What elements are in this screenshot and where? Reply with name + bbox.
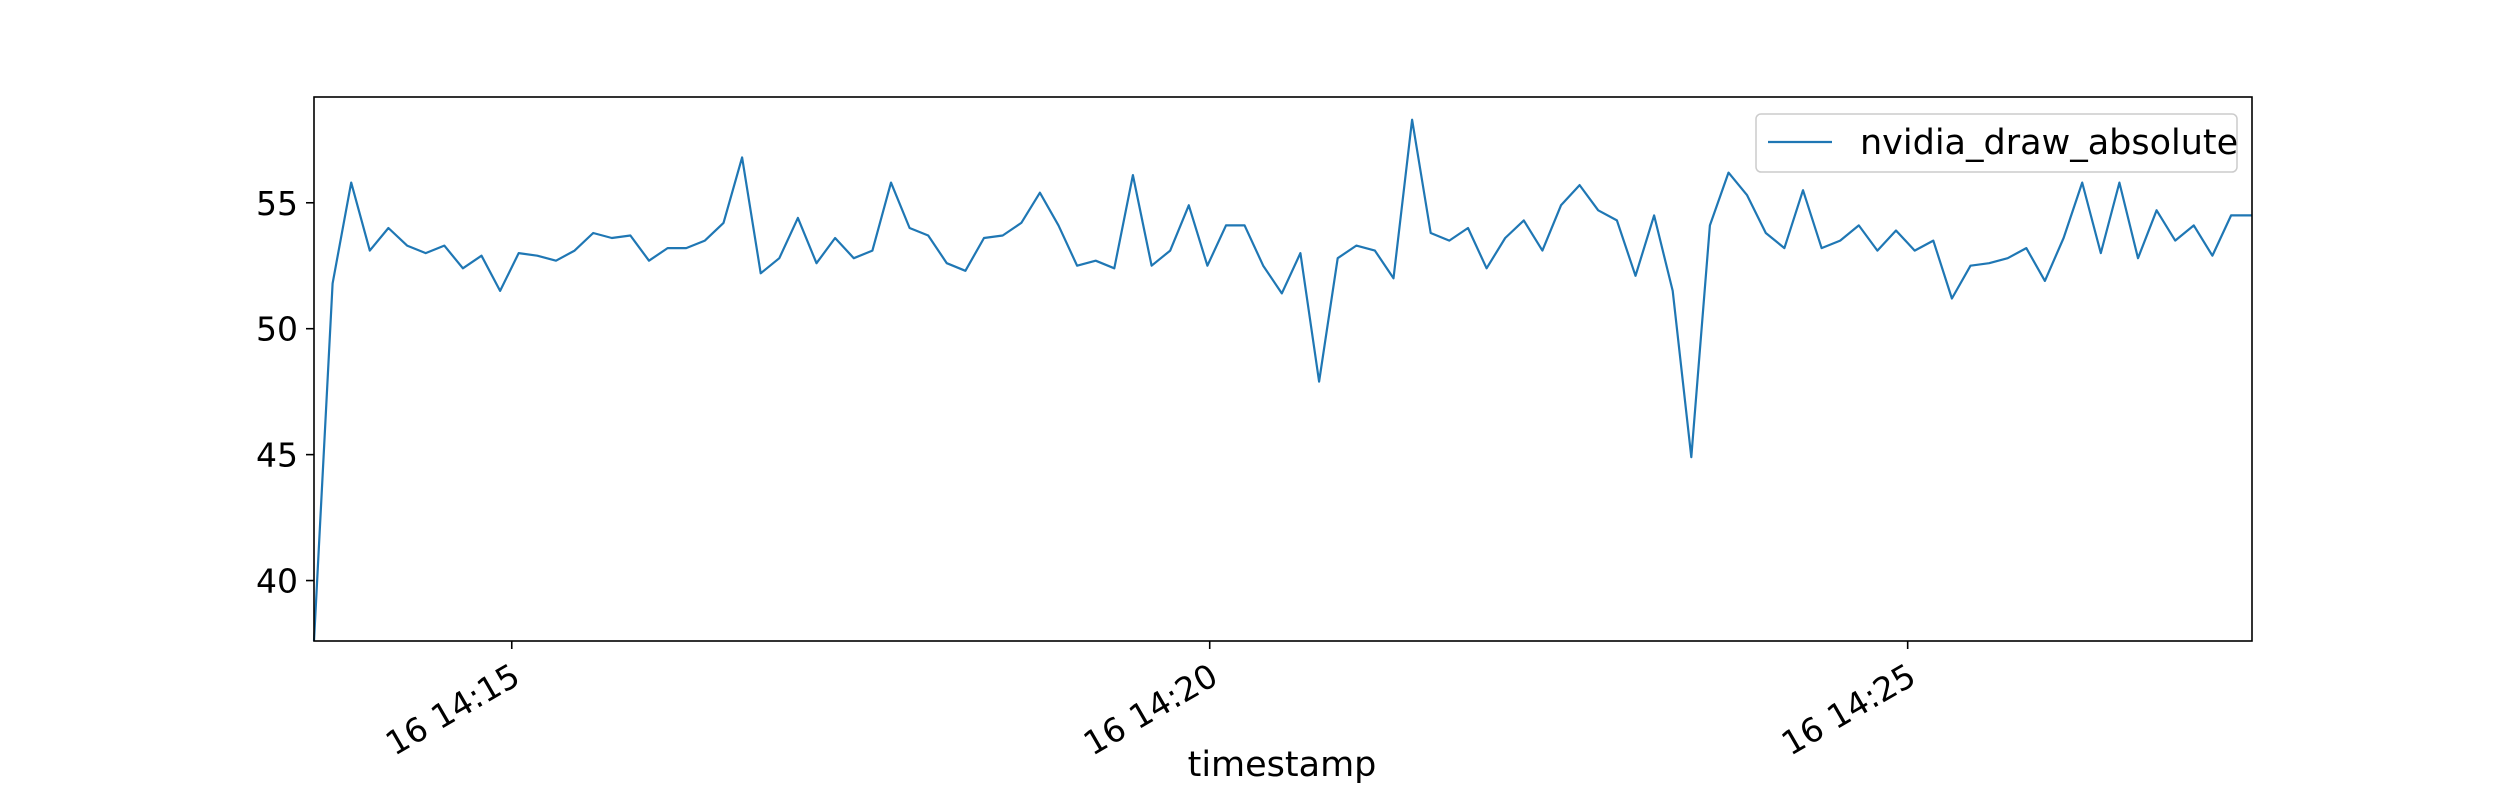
legend: nvidia_draw_absolute xyxy=(1755,113,2238,173)
y-tick-label: 50 xyxy=(256,310,298,349)
series-line-0 xyxy=(312,118,2252,642)
y-tick-label: 55 xyxy=(256,184,298,223)
y-tick-label: 40 xyxy=(256,562,298,601)
x-axis-title: timestamp xyxy=(1188,745,1377,785)
legend-label-0: nvidia_draw_absolute xyxy=(1860,123,2238,163)
axes-frame xyxy=(313,96,2253,642)
y-tick-label: 45 xyxy=(256,436,298,475)
plot-area xyxy=(312,96,2253,642)
legend-box xyxy=(1755,113,2238,173)
y-axis: 40 45 50 55 xyxy=(256,184,314,601)
